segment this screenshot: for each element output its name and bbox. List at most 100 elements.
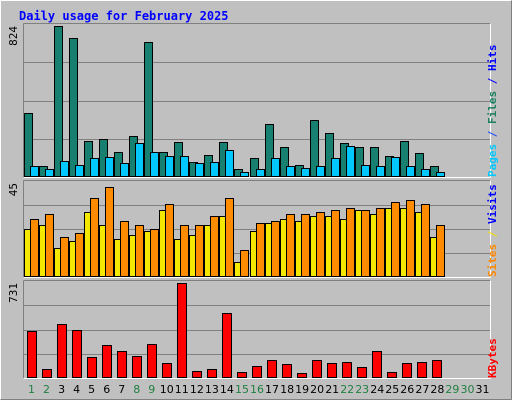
- bar-files-day-15: [240, 172, 249, 177]
- bar-sites-day-6: [105, 187, 114, 277]
- bar-sites-day-12: [195, 225, 204, 277]
- bar-sites-day-14: [225, 198, 234, 277]
- bar-sites-day-26: [406, 200, 415, 277]
- day-label-31: 31: [476, 383, 490, 396]
- day-label-27: 27: [415, 383, 429, 396]
- bar-kbytes-day-13: [207, 369, 217, 378]
- chart-title: Daily usage for February 2025: [19, 9, 229, 23]
- bar-files-day-16: [256, 169, 265, 177]
- day-label-7: 7: [118, 383, 125, 396]
- bar-files-day-17: [271, 158, 280, 177]
- bar-hits-day-28: [430, 166, 439, 177]
- bar-files-day-6: [105, 157, 114, 177]
- series-legend-label: Sites / Visits: [486, 184, 499, 277]
- bar-sites-day-1: [30, 219, 39, 277]
- legend-part: KBytes: [486, 338, 499, 378]
- bar-kbytes-day-22: [342, 362, 352, 378]
- bar-kbytes-day-27: [417, 362, 427, 378]
- panel-hits-files-pages: 824 Pages / Files / Hits: [7, 23, 499, 178]
- bar-hits-day-23: [355, 147, 364, 177]
- bar-kbytes-day-1: [27, 331, 37, 378]
- bar-sites-day-10: [165, 204, 174, 277]
- bar-files-day-19: [301, 168, 310, 177]
- bar-kbytes-day-4: [72, 330, 82, 378]
- day-label-18: 18: [280, 383, 294, 396]
- bar-sites-day-17: [271, 221, 280, 277]
- bar-sites-day-5: [90, 198, 99, 277]
- day-label-13: 13: [205, 383, 219, 396]
- bar-hits-day-9: [144, 42, 153, 177]
- bar-kbytes-day-18: [282, 364, 292, 378]
- bar-files-day-4: [75, 165, 84, 177]
- bar-kbytes-day-12: [192, 371, 202, 378]
- day-label-15: 15: [235, 383, 249, 396]
- bar-files-day-28: [436, 172, 445, 177]
- legend-part: /: [486, 124, 499, 144]
- bar-kbytes-day-25: [387, 372, 397, 378]
- day-label-10: 10: [160, 383, 174, 396]
- bar-files-day-1: [30, 166, 39, 177]
- bar-sites-day-25: [391, 202, 400, 277]
- bar-kbytes-day-19: [297, 373, 307, 378]
- bar-files-day-27: [421, 169, 430, 177]
- bar-sites-day-27: [421, 204, 430, 277]
- bar-kbytes-day-3: [57, 324, 67, 378]
- day-label-28: 28: [430, 383, 444, 396]
- day-labels: 1 2 3 4 5 6 7 8 9 10 11 12 13 14 15 16 17 18 19 20 21 22 23 24 2…: [28, 383, 490, 396]
- bar-kbytes-day-17: [267, 360, 277, 378]
- y-max-label: 45: [7, 183, 20, 196]
- bar-hits-day-1: [24, 113, 33, 177]
- bar-sites-day-24: [376, 208, 385, 277]
- bar-hits-day-18: [280, 147, 289, 177]
- bar-files-day-12: [195, 163, 204, 177]
- bar-hits-day-17: [265, 124, 274, 177]
- bar-kbytes-day-28: [432, 360, 442, 378]
- day-label-16: 16: [250, 383, 264, 396]
- bar-files-day-18: [286, 166, 295, 177]
- bar-files-day-3: [60, 161, 69, 177]
- bar-files-day-7: [120, 163, 129, 177]
- bar-kbytes-day-5: [87, 357, 97, 378]
- bar-files-day-21: [331, 158, 340, 177]
- legend-part: /: [486, 71, 499, 91]
- day-label-6: 6: [103, 383, 110, 396]
- bar-hits-day-26: [400, 141, 409, 177]
- day-label-11: 11: [175, 383, 189, 396]
- bar-files-day-22: [346, 146, 355, 177]
- bar-files-day-11: [180, 156, 189, 177]
- day-label-14: 14: [220, 383, 234, 396]
- bar-sites-day-28: [436, 225, 445, 277]
- day-label-8: 8: [133, 383, 140, 396]
- bar-files-day-26: [406, 166, 415, 177]
- day-label-1: 1: [28, 383, 35, 396]
- day-label-20: 20: [310, 383, 324, 396]
- day-label-22: 22: [340, 383, 354, 396]
- series-legend-label: Pages / Files / Hits: [486, 45, 499, 178]
- day-label-9: 9: [148, 383, 155, 396]
- bar-kbytes-day-14: [222, 313, 232, 378]
- legend-part: Files: [486, 91, 499, 124]
- panel-visits-sites: 45 Sites / Visits: [7, 180, 499, 278]
- series-legend-label: KBytes: [486, 338, 499, 378]
- bar-sites-day-18: [286, 214, 295, 277]
- bar-kbytes-day-6: [102, 345, 112, 378]
- bar-sites-day-2: [45, 214, 54, 277]
- bar-sites-day-13: [210, 216, 219, 277]
- bar-sites-day-4: [75, 233, 84, 277]
- bar-hits-day-24: [370, 147, 379, 177]
- bar-kbytes-day-16: [252, 366, 262, 378]
- bar-kbytes-day-24: [372, 351, 382, 378]
- bar-files-day-9: [150, 152, 159, 177]
- legend-part: Pages: [486, 144, 499, 177]
- bar-sites-day-19: [301, 214, 310, 277]
- bar-files-day-23: [361, 165, 370, 177]
- day-label-19: 19: [295, 383, 309, 396]
- day-label-26: 26: [400, 383, 414, 396]
- day-label-12: 12: [190, 383, 204, 396]
- bar-files-day-14: [225, 150, 234, 177]
- day-label-21: 21: [325, 383, 339, 396]
- bar-files-day-8: [135, 143, 144, 177]
- bar-kbytes-day-7: [117, 351, 127, 378]
- bar-sites-day-11: [180, 225, 189, 277]
